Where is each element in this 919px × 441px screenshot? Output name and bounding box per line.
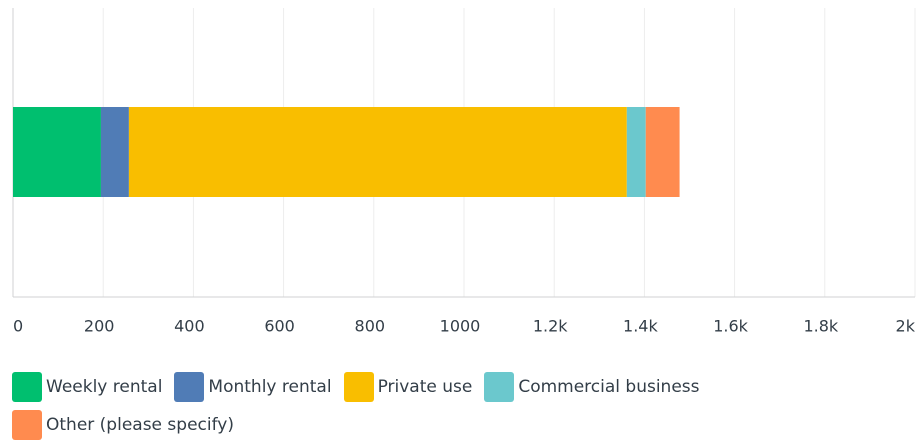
legend-swatch <box>343 372 374 402</box>
legend-item: Other (please specify) <box>12 409 234 441</box>
x-tick-label: 800 <box>355 317 386 336</box>
bar-segment <box>645 107 680 197</box>
chart: 0 200 400 600 800 1000 1.2k 1.4k 1.6k 1.8k 2k <box>12 8 916 336</box>
legend-label: Private use <box>377 377 473 397</box>
bar-segment <box>128 107 627 197</box>
x-tick-label: 1.4k <box>623 317 658 336</box>
legend-item: Monthly rental <box>174 371 332 403</box>
legend-swatch <box>174 372 205 402</box>
x-tick-label: 2k <box>896 317 916 336</box>
x-tick-label: 1.2k <box>533 317 568 336</box>
bar-segment <box>100 107 129 197</box>
legend-swatch <box>12 410 42 440</box>
bar-segment <box>13 107 101 197</box>
legend-label: Other (please specify) <box>46 415 234 435</box>
x-tick-label: 200 <box>84 317 115 336</box>
x-tick-label: 1.6k <box>713 317 748 336</box>
x-tick-label: 1000 <box>440 317 481 336</box>
x-tick-label: 400 <box>174 317 205 336</box>
legend-swatch <box>12 372 42 402</box>
legend-label: Weekly rental <box>46 377 163 397</box>
legend-item: Weekly rental <box>12 371 162 403</box>
legend: Weekly rental Monthly rental Private use Co… <box>12 371 912 441</box>
legend-label: Commercial business <box>518 377 700 397</box>
legend-item: Private use <box>343 371 473 403</box>
x-tick-label: 600 <box>264 317 295 336</box>
x-tick-label: 0 <box>13 317 23 336</box>
legend-swatch <box>484 372 515 402</box>
legend-label: Monthly rental <box>208 377 332 397</box>
legend-item: Commercial business <box>484 371 700 403</box>
x-tick-label: 1.8k <box>803 317 838 336</box>
bar-segment <box>626 107 646 197</box>
